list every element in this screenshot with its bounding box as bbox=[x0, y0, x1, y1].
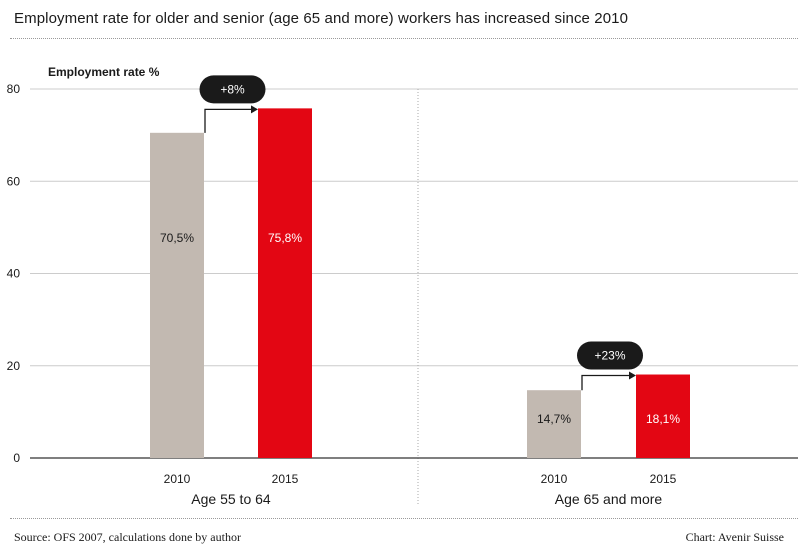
y-tick-label: 60 bbox=[7, 174, 21, 188]
change-arrow-head bbox=[629, 371, 636, 380]
group-label: Age 55 to 64 bbox=[191, 491, 271, 507]
change-badge bbox=[199, 75, 266, 104]
x-tick-label: 2015 bbox=[650, 472, 677, 486]
bar-value-label: 70,5% bbox=[160, 231, 194, 245]
x-tick-label: 2010 bbox=[541, 472, 568, 486]
bar-age-65-plus-2010 bbox=[527, 390, 581, 458]
bar-value-label: 18,1% bbox=[646, 412, 680, 426]
y-axis-label: Employment rate % bbox=[48, 65, 160, 79]
bar-value-label: 14,7% bbox=[537, 412, 571, 426]
source-note: Source: OFS 2007, calculations done by a… bbox=[14, 530, 241, 544]
bar-age-65-plus-2015 bbox=[636, 374, 690, 458]
title-separator bbox=[10, 38, 798, 39]
chart-title: Employment rate for older and senior (ag… bbox=[14, 10, 629, 27]
y-tick-label: 0 bbox=[13, 451, 20, 465]
x-tick-label: 2010 bbox=[164, 472, 191, 486]
chart-credit: Chart: Avenir Suisse bbox=[685, 530, 784, 544]
bar-value-label: 75,8% bbox=[268, 231, 302, 245]
x-tick-label: 2015 bbox=[272, 472, 299, 486]
y-tick-label: 80 bbox=[7, 82, 21, 96]
y-tick-label: 40 bbox=[7, 267, 21, 281]
change-arrow-head bbox=[251, 105, 258, 114]
change-badge-label: +8% bbox=[220, 82, 245, 96]
bar-age-55-64-2015 bbox=[258, 108, 312, 458]
y-tick-label: 20 bbox=[7, 359, 21, 373]
group-label: Age 65 and more bbox=[555, 491, 663, 507]
footer-separator bbox=[10, 518, 798, 519]
change-arrow-line bbox=[581, 374, 630, 391]
bar-age-55-64-2010 bbox=[150, 132, 204, 458]
change-arrow-line bbox=[204, 108, 252, 133]
change-badge bbox=[577, 341, 643, 370]
change-badge-label: +23% bbox=[594, 349, 625, 363]
